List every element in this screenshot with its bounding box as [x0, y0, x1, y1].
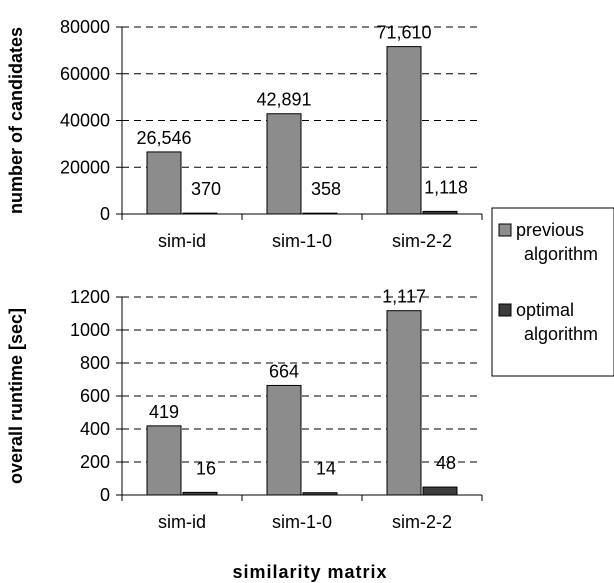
- legend-label: previous: [516, 220, 584, 240]
- bar-optimal: [302, 212, 338, 215]
- legend-box: [491, 207, 614, 377]
- category-label: sim-id: [158, 512, 206, 532]
- legend-label: optimal: [516, 300, 574, 320]
- bar-previous: [266, 113, 302, 215]
- data-label: 26,546: [136, 128, 191, 148]
- data-label: 664: [269, 361, 299, 381]
- data-label: 358: [311, 179, 341, 199]
- y-tick-label: 200: [80, 452, 110, 472]
- chart-candidates: 0 20000 40000 60000 80000 26,546 370 sim-id 42,8…: [6, 17, 483, 251]
- data-label: 16: [196, 458, 216, 478]
- y-tick-label: 60000: [60, 64, 110, 84]
- data-label: 419: [149, 402, 179, 422]
- category-label: sim-id: [158, 231, 206, 251]
- y-axis-title: overall runtime [sec]: [6, 308, 26, 484]
- y-tick-label: 20000: [60, 157, 110, 177]
- bar-previous: [386, 310, 422, 496]
- y-tick-label: 1000: [70, 320, 110, 340]
- y-tick-label: 800: [80, 353, 110, 373]
- data-label: 42,891: [256, 90, 311, 110]
- data-label: 1,118: [424, 177, 468, 197]
- category-label: sim-2-2: [392, 231, 452, 251]
- bar-optimal: [182, 212, 218, 215]
- category-label: sim-2-2: [392, 512, 452, 532]
- legend-swatch: [498, 303, 512, 317]
- category-label: sim-1-0: [272, 512, 332, 532]
- y-tick-label: 1200: [70, 287, 110, 307]
- bar-optimal: [182, 491, 218, 496]
- chart-runtime: 0 200 400 600 800 1000 1200 419 16 sim-id 664 14 sim…: [6, 287, 483, 532]
- data-label: 71,610: [376, 23, 431, 43]
- y-tick-label: 600: [80, 386, 110, 406]
- data-label: 1,117: [382, 287, 426, 307]
- bar-optimal: [422, 486, 458, 496]
- bar-previous: [266, 384, 302, 496]
- category-label: sim-1-0: [272, 231, 332, 251]
- y-tick-label: 400: [80, 419, 110, 439]
- data-label: 14: [316, 459, 336, 479]
- legend-label: algorithm: [524, 324, 598, 344]
- y-tick-label: 40000: [60, 111, 110, 131]
- y-axis-title: number of candidates: [6, 27, 26, 214]
- bar-previous: [386, 46, 422, 215]
- bar-previous: [146, 151, 182, 215]
- y-tick-label: 0: [100, 204, 110, 224]
- bar-optimal: [302, 492, 338, 496]
- y-tick-label: 0: [100, 485, 110, 505]
- bar-optimal: [422, 210, 458, 215]
- data-label: 370: [191, 179, 221, 199]
- legend: previous algorithm optimal algorithm: [491, 207, 614, 377]
- data-label: 48: [436, 453, 456, 473]
- legend-swatch: [498, 223, 512, 237]
- legend-label: algorithm: [524, 244, 598, 264]
- x-axis-title: similarity matrix: [232, 562, 387, 582]
- y-tick-label: 80000: [60, 17, 110, 37]
- bar-previous: [146, 425, 182, 496]
